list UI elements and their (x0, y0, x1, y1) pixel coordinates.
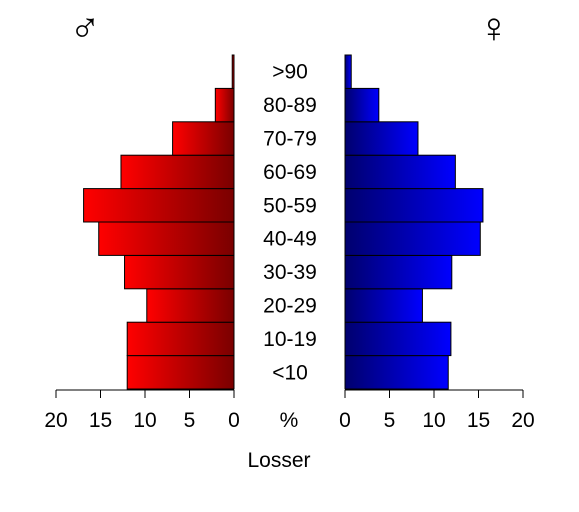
right-x-axis: 0 5 10 15 20 (339, 389, 535, 432)
male-bar-8 (214, 87, 235, 123)
female-bar-1 (344, 321, 452, 357)
right-tick-label-0: 0 (339, 409, 351, 432)
age-group-label-8: 80-89 (263, 94, 317, 117)
female-bar-5 (344, 188, 484, 223)
center-axis-label: % (280, 409, 299, 432)
male-bar-0 (126, 355, 235, 390)
female-bar-9 (344, 54, 352, 89)
age-group-label-2: 20-29 (263, 295, 317, 318)
male-bar-4 (98, 221, 235, 256)
male-bar-1 (126, 321, 235, 357)
age-group-label-7: 70-79 (263, 128, 317, 151)
male-bar-6 (120, 154, 235, 190)
left-x-axis: 20 15 10 5 0 (44, 389, 240, 432)
age-group-label-6: 60-69 (263, 161, 317, 184)
female-bar-3 (344, 254, 453, 290)
right-tick-label-10: 10 (422, 409, 445, 432)
age-group-labels: <10 10-19 20-29 30-39 40-49 50-59 60-69 70-79 80… (263, 61, 317, 385)
right-tick-label-5: 5 (384, 409, 396, 432)
male-bars (83, 54, 235, 390)
left-tick-label-0: 0 (228, 409, 240, 432)
female-bar-6 (344, 154, 456, 190)
female-bar-0 (344, 355, 449, 390)
male-bar-5 (83, 188, 235, 223)
age-group-label-5: 50-59 (263, 194, 317, 217)
age-group-label-9: >90 (272, 61, 308, 84)
female-symbol-icon: ♀ (478, 4, 510, 51)
male-bar-7 (172, 121, 235, 156)
age-group-label-0: <10 (272, 361, 308, 384)
right-tick-label-20: 20 (511, 409, 534, 432)
x-axis-title: Losser (247, 449, 310, 472)
male-symbol-icon: ♂ (69, 4, 101, 51)
age-group-label-4: 40-49 (263, 228, 317, 251)
male-bar-2 (146, 288, 235, 323)
female-bar-4 (344, 221, 481, 256)
left-tick-label-10: 10 (133, 409, 156, 432)
male-bar-3 (124, 254, 235, 290)
right-tick-label-15: 15 (467, 409, 490, 432)
age-group-label-1: 10-19 (263, 328, 317, 351)
left-tick-label-20: 20 (44, 409, 67, 432)
male-bar-9 (231, 54, 235, 89)
age-group-label-3: 30-39 (263, 261, 317, 284)
left-tick-label-5: 5 (184, 409, 196, 432)
left-tick-label-15: 15 (89, 409, 112, 432)
female-bar-8 (344, 87, 380, 123)
female-bar-2 (344, 288, 423, 323)
female-bars (344, 54, 484, 390)
female-bar-7 (344, 121, 419, 156)
